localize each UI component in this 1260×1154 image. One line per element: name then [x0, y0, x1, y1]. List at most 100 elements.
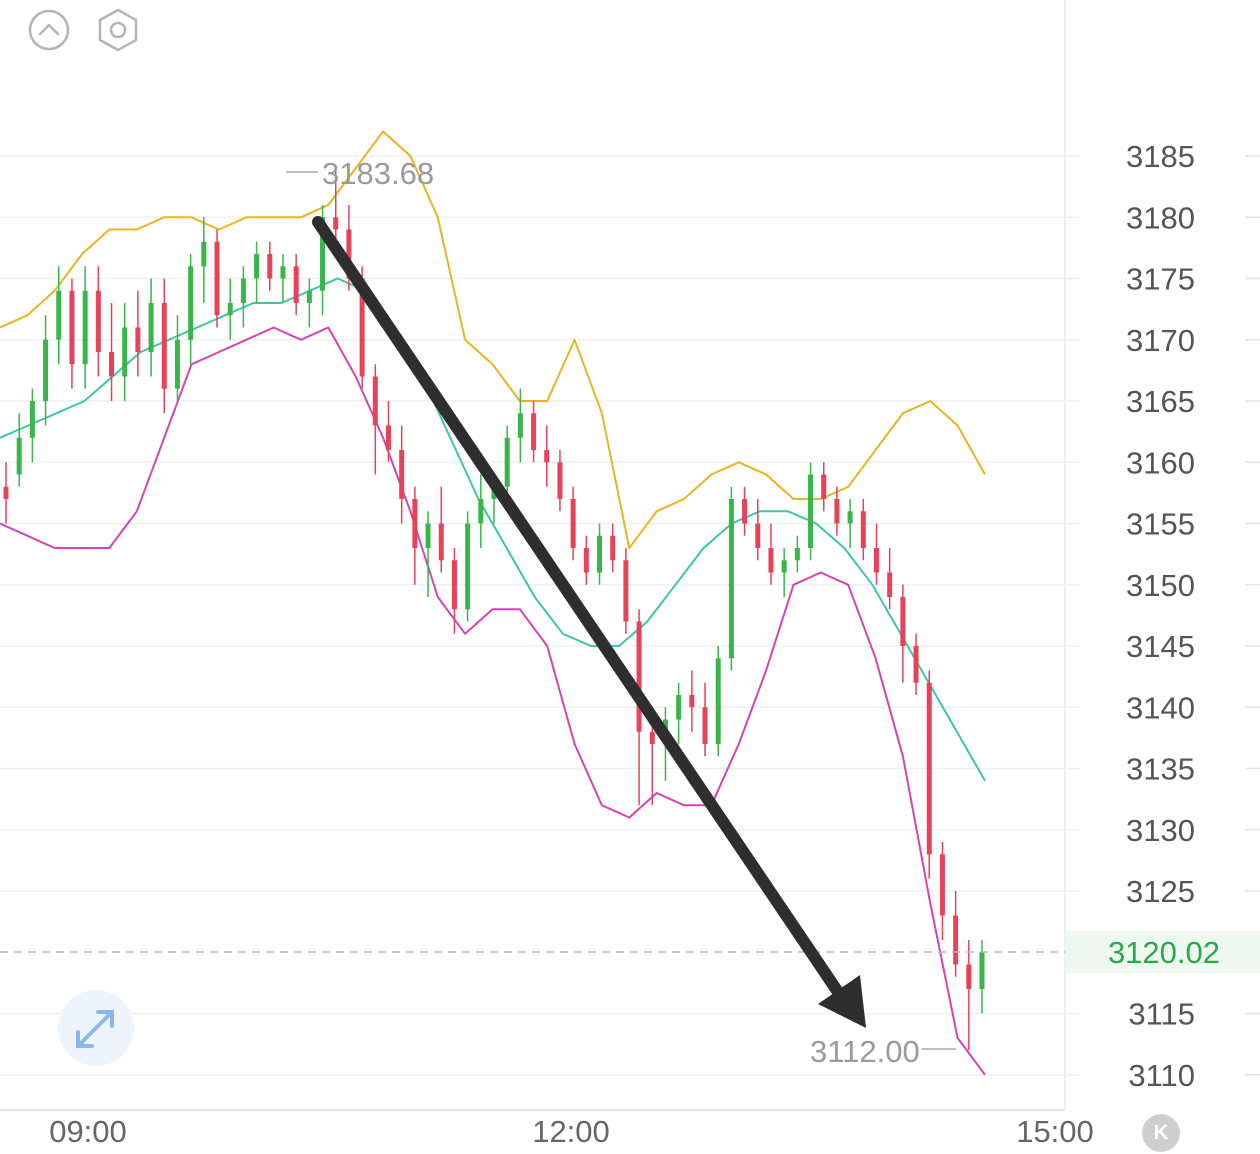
candle-body [755, 523, 761, 548]
candle [438, 486, 444, 573]
candle [95, 266, 101, 377]
candle-body [517, 413, 523, 438]
candle [728, 486, 734, 671]
candle-body [280, 266, 286, 279]
high-low-markers: 3183.68 3112.00 [286, 156, 956, 1069]
candle-body [29, 401, 35, 438]
candle [583, 535, 589, 585]
trend-arrow-head [818, 975, 866, 1028]
candle [926, 670, 932, 879]
candle [517, 388, 523, 463]
bollinger-bands [0, 130, 986, 1076]
candle [847, 499, 853, 548]
x-tick-label: 12:00 [532, 1114, 610, 1149]
trend-arrow-shaft [312, 216, 846, 1001]
y-tick-label: 3150 [1126, 568, 1195, 603]
candle [82, 266, 88, 389]
candle [267, 241, 273, 291]
candle-body [953, 915, 959, 965]
y-tick-label: 3125 [1126, 874, 1195, 909]
y-tick-label: 3180 [1126, 200, 1195, 235]
x-tick-label: 15:00 [1016, 1114, 1094, 1149]
candle-body [939, 854, 945, 916]
y-tick-label: 3115 [1128, 997, 1195, 1032]
y-axis-ticks: 3110 3115 3125 3130 3135 3140 3145 3150 3155 3160… [1126, 139, 1195, 1093]
candle-body [715, 658, 721, 744]
candle [188, 254, 194, 365]
candle-body [676, 695, 682, 720]
y-tick-label: 3110 [1128, 1058, 1195, 1093]
candle [755, 499, 761, 561]
candle [385, 401, 391, 463]
y-tick-label: 3165 [1126, 384, 1195, 419]
candle [372, 364, 378, 475]
kline-switch-button[interactable]: K [1142, 1114, 1180, 1152]
candle-body [821, 474, 827, 499]
candle-body [742, 499, 748, 524]
candle [504, 425, 510, 499]
current-price-tag-bg [1065, 931, 1260, 974]
candle-body [214, 241, 220, 316]
settings-button[interactable] [96, 8, 140, 52]
candle [531, 401, 537, 463]
candle [201, 217, 207, 303]
candle-body [56, 290, 62, 340]
candle-body [372, 376, 378, 426]
candle-body [227, 303, 233, 316]
candle-body [834, 499, 840, 524]
candle-body [966, 964, 972, 989]
candle-body [306, 290, 312, 303]
expand-arrows-icon [76, 1010, 114, 1048]
candle [43, 315, 49, 426]
candle-body [399, 450, 405, 499]
candle [979, 940, 985, 1014]
candle [794, 535, 800, 573]
candle [768, 523, 774, 585]
candle [451, 548, 457, 634]
candlesticks [3, 168, 985, 1051]
candle-body [385, 425, 391, 450]
candle-body [623, 560, 629, 622]
fullscreen-button[interactable] [58, 990, 134, 1066]
candle [676, 682, 682, 744]
candle-body [240, 278, 246, 303]
candle-body [188, 266, 194, 340]
y-tick-label: 3145 [1126, 629, 1195, 664]
candle [3, 462, 9, 524]
candle [742, 486, 748, 536]
candle [465, 511, 471, 622]
candle-body [794, 548, 800, 561]
candle-body [320, 217, 326, 291]
candle [148, 278, 154, 377]
candle [939, 842, 945, 940]
candle [953, 891, 959, 977]
candle [715, 646, 721, 757]
candle-body [293, 266, 299, 303]
candle-body [979, 952, 985, 989]
candle-body [201, 241, 207, 267]
candle [69, 278, 75, 389]
candle-body [702, 707, 708, 744]
current-price-line: 3120.02 [0, 931, 1260, 974]
collapse-button[interactable] [27, 8, 71, 52]
candle-body [649, 731, 655, 744]
y-tick-label: 3185 [1126, 139, 1195, 174]
candle-body [597, 535, 603, 573]
candle-body [808, 474, 814, 548]
candle-body [359, 278, 365, 377]
candle [293, 254, 299, 316]
candle [399, 425, 405, 524]
candle-body [557, 462, 563, 499]
trend-arrow [312, 216, 866, 1028]
candle-body [254, 254, 260, 279]
candle [887, 548, 893, 610]
candle-body [887, 572, 893, 597]
candle [966, 940, 972, 1051]
candle-body [689, 695, 695, 708]
candle [570, 486, 576, 561]
candle [412, 486, 418, 585]
candle [174, 315, 180, 401]
candle-body [122, 327, 128, 377]
candle [227, 278, 233, 340]
